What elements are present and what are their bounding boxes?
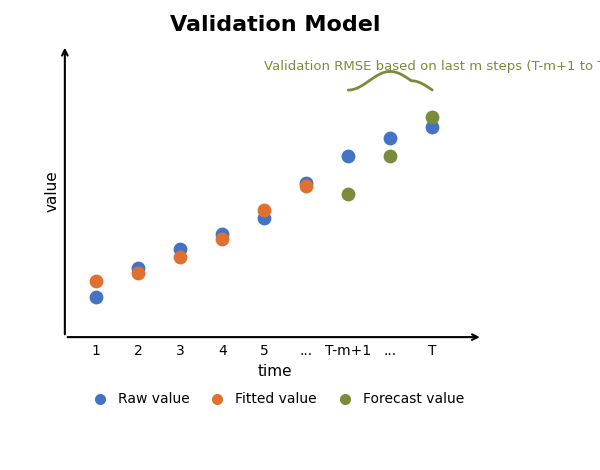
Point — [134, 264, 143, 272]
Point — [176, 246, 185, 253]
X-axis label: time: time — [257, 364, 292, 379]
Point — [385, 153, 395, 160]
Point — [301, 179, 311, 187]
Point — [301, 182, 311, 189]
Point — [259, 214, 269, 221]
Point — [343, 153, 353, 160]
Point — [427, 113, 437, 120]
Point — [427, 124, 437, 131]
Point — [385, 134, 395, 141]
Point — [92, 293, 101, 301]
Point — [92, 278, 101, 285]
Title: Validation Model: Validation Model — [170, 15, 380, 35]
Legend: Raw value, Fitted value, Forecast value: Raw value, Fitted value, Forecast value — [80, 387, 469, 412]
Point — [217, 230, 227, 237]
Point — [134, 270, 143, 277]
Text: Validation RMSE based on last m steps (T-m+1 to T): Validation RMSE based on last m steps (T… — [264, 60, 600, 73]
Point — [259, 206, 269, 213]
Point — [217, 235, 227, 243]
Y-axis label: value: value — [45, 170, 60, 212]
Point — [343, 190, 353, 197]
Point — [176, 254, 185, 261]
